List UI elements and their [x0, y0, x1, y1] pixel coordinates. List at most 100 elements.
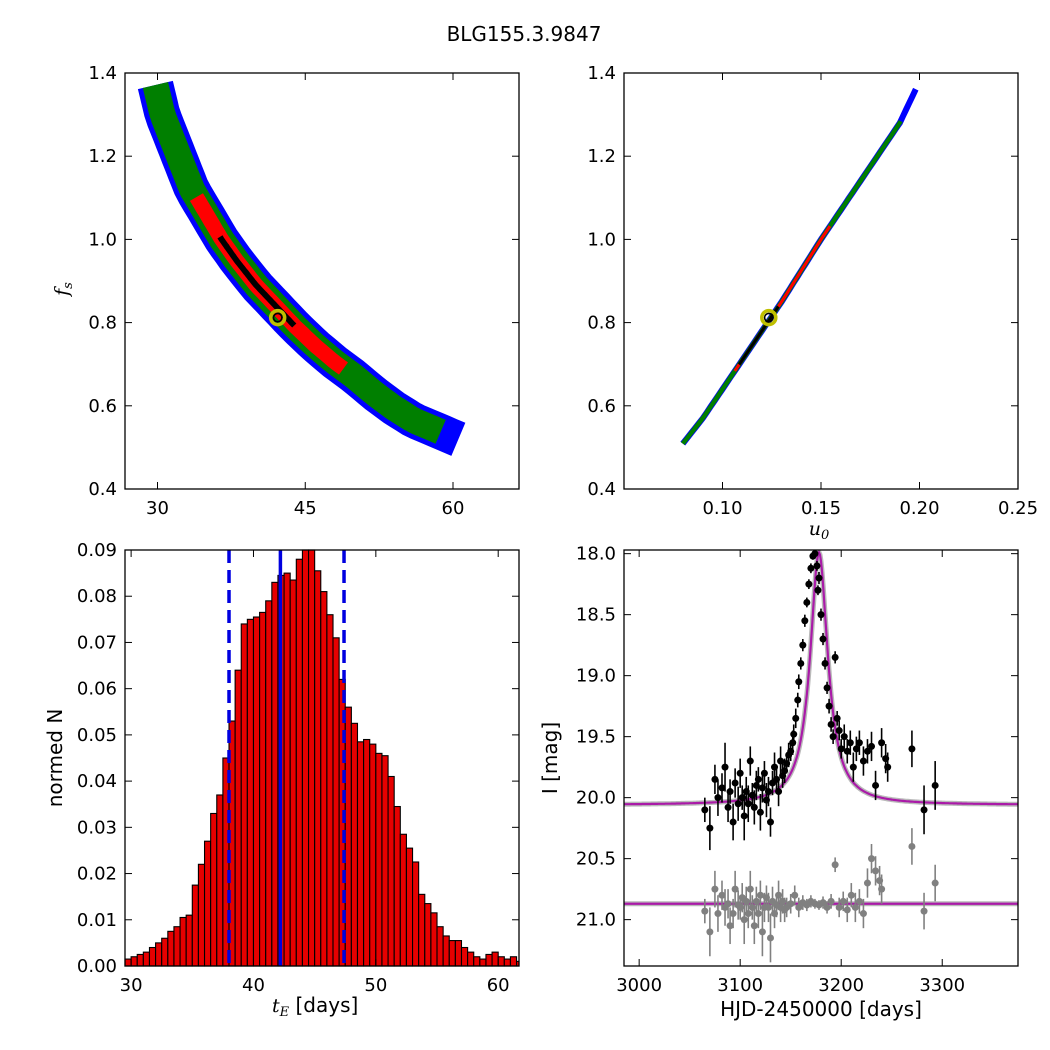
histogram-bar	[142, 951, 151, 967]
data-point	[852, 745, 860, 753]
histogram-bar	[411, 861, 420, 967]
x-tick-label: 3200	[818, 975, 864, 996]
x-tick-label: 0.15	[801, 498, 841, 519]
histogram-bar	[197, 863, 206, 967]
residual-point	[931, 879, 939, 887]
data-point	[756, 808, 764, 816]
histogram-bar	[381, 755, 389, 967]
y-tick-label: 0.01	[77, 910, 117, 931]
y-tick-label: 20.0	[576, 788, 616, 809]
histogram-bar	[148, 946, 157, 967]
histogram-bar	[332, 637, 340, 967]
residual-point	[754, 910, 762, 918]
region-best	[217, 235, 297, 328]
residual-point	[819, 899, 827, 907]
histogram-bar	[454, 940, 463, 967]
y-tick-label: 1.2	[587, 146, 616, 167]
residual-point	[847, 891, 855, 899]
residual-point	[731, 885, 739, 893]
histogram-bar	[301, 549, 310, 967]
histogram-bar	[259, 611, 267, 967]
data-point	[760, 769, 768, 777]
x-axis-label-unit: [days]	[289, 993, 358, 1017]
y-tick-label: 18.0	[576, 544, 616, 565]
histogram-bar	[436, 926, 444, 967]
data-point	[811, 550, 819, 558]
residual-point	[711, 885, 719, 893]
histogram-bar	[271, 581, 279, 967]
y-tick-label: 0.6	[88, 396, 117, 417]
histogram-bar	[289, 579, 297, 967]
residual-point	[787, 900, 795, 908]
region-2-sigma	[680, 120, 903, 445]
data-point	[827, 720, 835, 728]
data-point	[792, 714, 800, 722]
residual-point	[855, 897, 863, 905]
x-axis-label: u0	[809, 518, 830, 543]
best-fit-marker-inner	[763, 312, 774, 323]
data-point	[823, 684, 831, 692]
y-tick-label: 20.5	[576, 849, 616, 870]
data-point	[833, 714, 841, 722]
y-tick-label: 0.09	[77, 540, 117, 561]
histogram-bar	[136, 953, 144, 967]
residual-point	[863, 879, 871, 887]
y-tick-label: 0.6	[587, 396, 616, 417]
y-tick-label: 0.8	[587, 313, 616, 334]
residual-point	[729, 910, 737, 918]
data-point	[736, 769, 744, 777]
histogram-bar	[124, 958, 132, 967]
y-tick-label: 0.03	[77, 817, 117, 838]
histogram-bar	[246, 618, 255, 967]
x-tick-label: 0.20	[899, 498, 939, 519]
residual-point	[791, 891, 799, 899]
histogram-bar	[387, 775, 395, 967]
y-tick-label: 19.5	[576, 727, 616, 748]
data-point	[831, 653, 839, 661]
residual-point	[843, 906, 851, 914]
histogram-bar	[399, 833, 407, 967]
y-tick-label: 0.4	[88, 479, 117, 500]
residual-point	[706, 928, 714, 936]
panel-fs-vs-te: 30 45 60 0.4 0.6 0.8 1.0 1.2 1.4 fs	[51, 63, 520, 519]
data-point	[797, 659, 805, 667]
data-point	[908, 745, 916, 753]
histogram-bar	[509, 956, 518, 967]
data-point	[799, 641, 807, 649]
data-point	[829, 733, 837, 741]
y-tick-label: 0.06	[77, 679, 117, 700]
histogram-bar	[448, 940, 456, 967]
residual-point	[726, 922, 734, 930]
best-fit-marker-outer	[760, 308, 778, 327]
x-axis-label-symbol: t	[272, 995, 280, 1017]
region-2-sigma	[142, 81, 446, 444]
x-axis-label-subscript: 0	[821, 528, 829, 543]
figure-title: BLG155.3.9847	[447, 22, 602, 46]
histogram-bar	[314, 570, 322, 967]
y-tick-label: 0.8	[88, 313, 117, 334]
y-tick-label: 0.00	[77, 956, 117, 977]
histogram-bar	[485, 953, 493, 967]
data-point	[859, 757, 867, 765]
residual-point	[701, 907, 709, 915]
histogram-bar	[375, 752, 383, 967]
histogram-bar	[363, 738, 371, 967]
residual-point	[872, 867, 880, 875]
histogram-bar	[442, 935, 450, 967]
confidence-regions	[680, 87, 919, 446]
data-point	[846, 739, 854, 747]
residual-point	[908, 842, 916, 850]
data-point	[721, 763, 729, 771]
histogram-bar	[430, 912, 438, 967]
data-point	[878, 739, 886, 747]
data-point	[731, 779, 739, 787]
histogram-bar	[173, 926, 181, 967]
histogram-bar	[252, 616, 261, 967]
residual-point	[746, 885, 754, 893]
residual-point	[714, 910, 722, 918]
data-point	[734, 800, 742, 808]
y-tick-label: 1.4	[587, 63, 616, 84]
data-point	[863, 747, 871, 755]
data-point	[840, 733, 848, 741]
